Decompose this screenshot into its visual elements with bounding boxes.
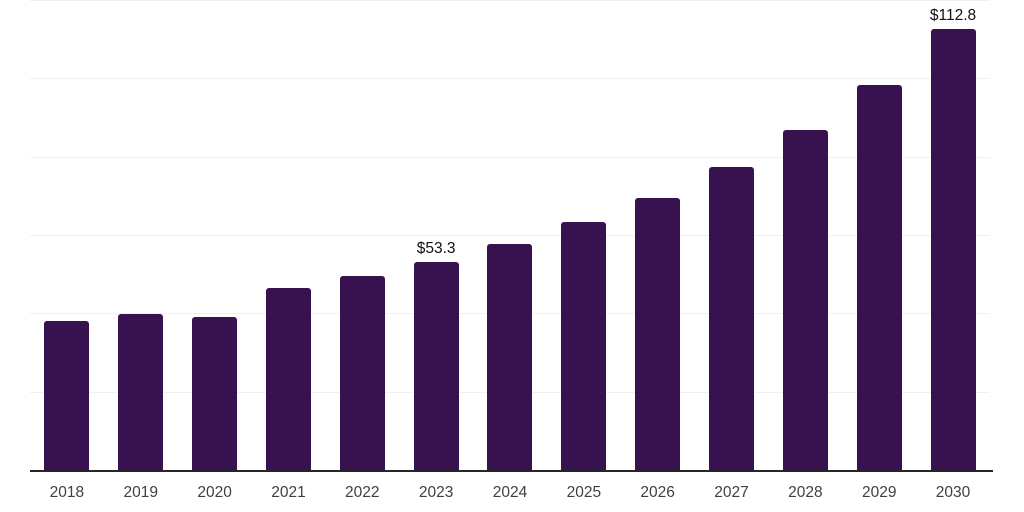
x-tick-label-2025: 2025 (566, 484, 602, 501)
bar-2024[interactable] (487, 243, 533, 471)
bar-2025[interactable] (561, 221, 607, 471)
x-tick-label-2021: 2021 (271, 484, 306, 501)
bar-2029[interactable] (856, 85, 902, 471)
x-tick-label-2022: 2022 (345, 484, 380, 501)
x-tick-label-2023: 2023 (418, 484, 454, 501)
bar-2027[interactable] (709, 167, 755, 471)
bar-2030[interactable]: $112.8 (930, 7, 976, 471)
bar-2023[interactable]: $53.3 (413, 240, 459, 471)
gridline-120 (30, 0, 990, 1)
gridline-60 (30, 235, 990, 236)
bar-2026[interactable] (635, 198, 681, 471)
gridline-80 (30, 156, 990, 158)
gridline-100 (30, 78, 990, 80)
bars-row: $53.3 $112.8 (30, 1, 990, 471)
bar-2028[interactable] (782, 130, 828, 471)
x-tick-label-2029: 2029 (861, 484, 897, 501)
x-axis-tick-labels: 2018 2019 2020 2021 2022 2023 2024 2025 2026 2027… (30, 484, 990, 502)
bar-column-2025 (547, 1, 621, 471)
bar-2019[interactable] (118, 314, 164, 471)
bar-2022[interactable] (339, 276, 385, 471)
x-tick-label-2018: 2018 (49, 484, 85, 501)
bar-column-2026 (621, 1, 695, 471)
plot-area: $53.3 $112.8 (30, 0, 990, 471)
bar-column-2023: $53.3 (399, 1, 473, 471)
bar-column-2019 (104, 1, 178, 471)
bar-column-2021 (252, 1, 326, 471)
data-label-2030: $112.8 (929, 7, 977, 25)
bar-2018[interactable] (44, 321, 90, 471)
bar-column-2028 (768, 1, 842, 471)
bar-column-2027 (695, 1, 769, 471)
x-tick-label-2024: 2024 (492, 484, 528, 501)
bar-column-2024 (473, 1, 547, 471)
x-axis-line (30, 470, 993, 472)
bar-column-2030: $112.8 (916, 1, 990, 471)
x-tick-label-2027: 2027 (714, 484, 749, 501)
x-tick-label-2026: 2026 (640, 484, 675, 501)
bar-column-2022 (325, 1, 399, 471)
bar-column-2018 (30, 1, 104, 471)
bar-2020[interactable] (192, 317, 238, 471)
bar-column-2020 (178, 1, 252, 471)
x-tick-label-2028: 2028 (788, 484, 823, 501)
x-tick-label-2019: 2019 (123, 484, 158, 501)
bar-column-2029 (842, 1, 916, 471)
x-tick-label-2020: 2020 (197, 484, 232, 501)
bar-2021[interactable] (265, 288, 311, 471)
data-label-2023: $53.3 (416, 240, 456, 258)
x-tick-label-2030: 2030 (935, 484, 971, 501)
